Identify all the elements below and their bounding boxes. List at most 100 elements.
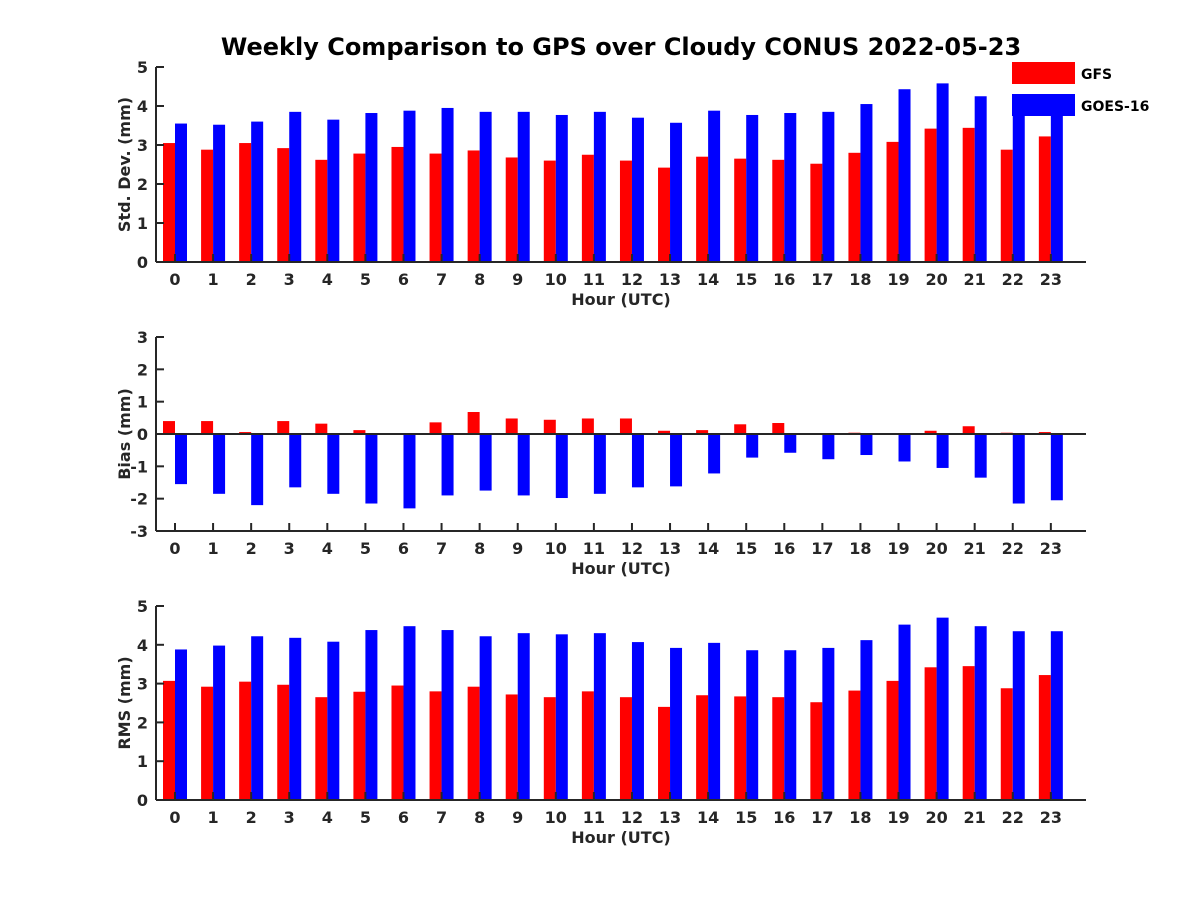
x-tick-label: 12 bbox=[621, 539, 643, 558]
x-tick-label: 5 bbox=[360, 270, 371, 289]
x-tick-label: 8 bbox=[474, 270, 485, 289]
bar-gfs-hour-8 bbox=[467, 686, 480, 800]
bar-goes-16-hour-22 bbox=[1012, 114, 1025, 262]
legend-label-goes-16: GOES-16 bbox=[1081, 99, 1149, 115]
y-tick-label: 3 bbox=[137, 328, 148, 347]
bar-goes-16-hour-18 bbox=[860, 104, 873, 262]
y-tick-label: 1 bbox=[137, 214, 148, 233]
bar-goes-16-hour-22 bbox=[1012, 434, 1025, 504]
y-tick-label: 0 bbox=[137, 791, 148, 810]
bar-gfs-hour-11 bbox=[581, 418, 594, 434]
x-axis-label: Hour (UTC) bbox=[571, 290, 671, 309]
x-tick-label: 6 bbox=[398, 270, 409, 289]
x-tick-label: 18 bbox=[849, 539, 871, 558]
legend: GFS GOES-16 bbox=[1012, 62, 1149, 116]
bar-goes-16-hour-13 bbox=[670, 647, 683, 800]
bar-goes-16-hour-10 bbox=[555, 634, 568, 800]
bar-goes-16-hour-23 bbox=[1050, 434, 1063, 501]
y-tick-label: 4 bbox=[137, 97, 148, 116]
bar-goes-16-hour-12 bbox=[631, 642, 644, 800]
bar-gfs-hour-5 bbox=[353, 691, 366, 800]
bar-goes-16-hour-7 bbox=[441, 107, 454, 262]
y-tick-label: -3 bbox=[130, 522, 148, 541]
bar-goes-16-hour-6 bbox=[403, 626, 416, 800]
bar-goes-16-hour-21 bbox=[974, 96, 987, 262]
bar-goes-16-hour-2 bbox=[251, 636, 264, 800]
bar-goes-16-hour-13 bbox=[670, 434, 683, 487]
bar-gfs-hour-10 bbox=[543, 160, 556, 262]
x-tick-label: 19 bbox=[887, 539, 909, 558]
x-tick-label: 16 bbox=[773, 808, 795, 827]
bar-goes-16-hour-12 bbox=[631, 117, 644, 262]
legend-label-gfs: GFS bbox=[1081, 67, 1112, 83]
bar-gfs-hour-3 bbox=[277, 684, 290, 800]
bar-goes-16-hour-3 bbox=[289, 111, 302, 262]
bar-gfs-hour-16 bbox=[772, 159, 785, 262]
bar-goes-16-hour-15 bbox=[746, 650, 759, 800]
bar-gfs-hour-6 bbox=[391, 685, 404, 800]
chart-title: Weekly Comparison to GPS over Cloudy CON… bbox=[221, 33, 1021, 61]
bar-goes-16-hour-14 bbox=[708, 642, 721, 800]
bar-gfs-hour-3 bbox=[277, 421, 290, 434]
bar-goes-16-hour-15 bbox=[746, 434, 759, 458]
x-tick-label: 18 bbox=[849, 808, 871, 827]
bar-gfs-hour-10 bbox=[543, 419, 556, 434]
x-tick-label: 16 bbox=[773, 270, 795, 289]
bar-gfs-hour-11 bbox=[581, 691, 594, 800]
bar-gfs-hour-18 bbox=[848, 152, 861, 262]
y-tick-label: 2 bbox=[137, 360, 148, 379]
x-tick-label: 9 bbox=[512, 270, 523, 289]
x-tick-label: 1 bbox=[208, 539, 219, 558]
x-tick-label: 15 bbox=[735, 270, 757, 289]
bar-gfs-hour-21 bbox=[962, 127, 975, 262]
x-axis-label: Hour (UTC) bbox=[571, 828, 671, 847]
bar-gfs-hour-2 bbox=[239, 143, 252, 262]
x-tick-label: 22 bbox=[1002, 270, 1024, 289]
bar-goes-16-hour-1 bbox=[213, 434, 226, 494]
bar-gfs-hour-0 bbox=[163, 421, 175, 434]
x-tick-label: 0 bbox=[169, 808, 180, 827]
bar-gfs-hour-14 bbox=[696, 156, 709, 262]
x-tick-label: 2 bbox=[246, 270, 257, 289]
x-tick-label: 8 bbox=[474, 808, 485, 827]
bar-goes-16-hour-11 bbox=[593, 111, 606, 262]
bar-goes-16-hour-0 bbox=[175, 649, 187, 800]
y-axis-label: Std. Dev. (mm) bbox=[115, 97, 134, 232]
bar-goes-16-hour-8 bbox=[479, 434, 492, 491]
bar-gfs-hour-15 bbox=[734, 696, 747, 800]
bar-gfs-hour-23 bbox=[1038, 136, 1051, 262]
y-tick-label: 3 bbox=[137, 136, 148, 155]
bar-goes-16-hour-5 bbox=[365, 113, 378, 263]
x-tick-label: 20 bbox=[925, 808, 947, 827]
bar-goes-16-hour-16 bbox=[784, 650, 797, 800]
bar-goes-16-hour-21 bbox=[974, 434, 987, 478]
bar-gfs-hour-3 bbox=[277, 148, 290, 262]
bar-gfs-hour-18 bbox=[848, 690, 861, 800]
x-tick-label: 7 bbox=[436, 808, 447, 827]
x-tick-label: 13 bbox=[659, 539, 681, 558]
x-tick-label: 8 bbox=[474, 539, 485, 558]
bar-gfs-hour-7 bbox=[429, 153, 442, 262]
bar-goes-16-hour-17 bbox=[822, 111, 835, 262]
x-tick-label: 10 bbox=[545, 808, 567, 827]
x-tick-label: 19 bbox=[887, 808, 909, 827]
bar-gfs-hour-4 bbox=[315, 697, 328, 800]
x-tick-label: 2 bbox=[246, 539, 257, 558]
bar-goes-16-hour-11 bbox=[593, 633, 606, 800]
bar-gfs-hour-16 bbox=[772, 423, 785, 434]
x-tick-label: 1 bbox=[208, 808, 219, 827]
bar-goes-16-hour-10 bbox=[555, 114, 568, 262]
bar-gfs-hour-6 bbox=[391, 146, 404, 262]
x-tick-label: 18 bbox=[849, 270, 871, 289]
bar-gfs-hour-20 bbox=[924, 128, 937, 262]
bar-goes-16-hour-4 bbox=[327, 434, 340, 494]
bar-gfs-hour-16 bbox=[772, 697, 785, 800]
legend-swatch-gfs bbox=[1012, 62, 1075, 84]
bar-gfs-hour-15 bbox=[734, 158, 747, 262]
bar-goes-16-hour-17 bbox=[822, 434, 835, 460]
x-tick-label: 17 bbox=[811, 539, 833, 558]
